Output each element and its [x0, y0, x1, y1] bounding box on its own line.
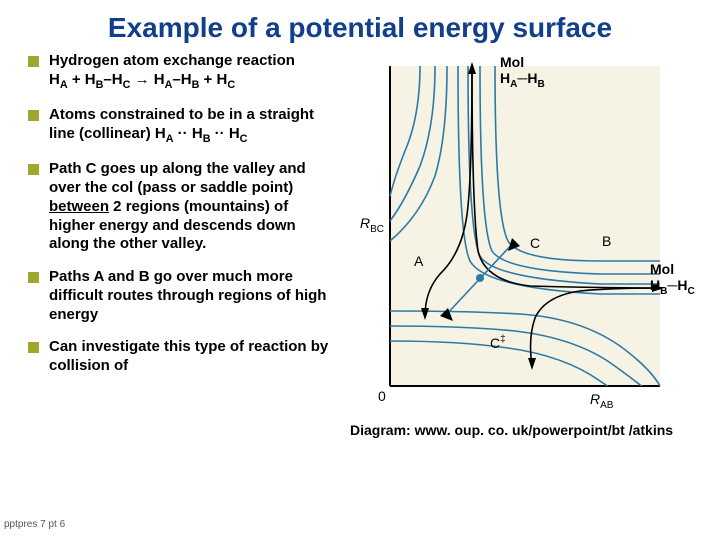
- x-axis-label: RAB: [590, 391, 614, 411]
- ts-dot: [476, 274, 484, 282]
- y-axis-label: RBC: [360, 215, 384, 235]
- bullet-3: Path C goes up along the valley and over…: [28, 160, 338, 254]
- label-A: A: [414, 253, 424, 269]
- mol-label-top: Mol HA─HB: [500, 54, 570, 90]
- pes-svg: A B C C‡ 0 RAB RBC: [350, 56, 670, 416]
- bullets-column: Hydrogen atom exchange reaction HA + HB–…: [10, 52, 350, 439]
- diagram-caption: Diagram: www. oup. co. uk/powerpoint/bt …: [350, 416, 700, 439]
- diagram-column: Mol HA─HB Mol HB─HC: [350, 52, 700, 439]
- bullet-icon: [28, 56, 39, 67]
- label-B: B: [602, 233, 611, 249]
- bullet-icon: [28, 342, 39, 353]
- page-title: Example of a potential energy surface: [0, 0, 720, 52]
- pes-diagram: Mol HA─HB Mol HB─HC: [350, 56, 670, 416]
- bullet-1-equation: HA + HB–HC → HA–HB + HC: [49, 71, 235, 88]
- bullet-5-text: Can investigate this type of reaction by…: [49, 338, 338, 376]
- bullet-icon: [28, 110, 39, 121]
- content-row: Hydrogen atom exchange reaction HA + HB–…: [0, 52, 720, 439]
- bullet-1-text: Hydrogen atom exchange reaction HA + HB–…: [49, 52, 338, 92]
- bullet-icon: [28, 272, 39, 283]
- footer-tag: pptpres 7 pt 6: [4, 519, 65, 530]
- bullet-1: Hydrogen atom exchange reaction HA + HB–…: [28, 52, 338, 92]
- label-C: C: [530, 235, 540, 251]
- bullet-3-text: Path C goes up along the valley and over…: [49, 160, 338, 254]
- mol-label-right: Mol HB─HC: [650, 261, 710, 297]
- bullet-4-text: Paths A and B go over much more difficul…: [49, 268, 338, 324]
- bullet-icon: [28, 164, 39, 175]
- origin-label: 0: [378, 388, 386, 404]
- bullet-2: Atoms constrained to be in a straight li…: [28, 106, 338, 146]
- bullet-5: Can investigate this type of reaction by…: [28, 338, 338, 376]
- bullet-2-text: Atoms constrained to be in a straight li…: [49, 106, 338, 146]
- bullet-4: Paths A and B go over much more difficul…: [28, 268, 338, 324]
